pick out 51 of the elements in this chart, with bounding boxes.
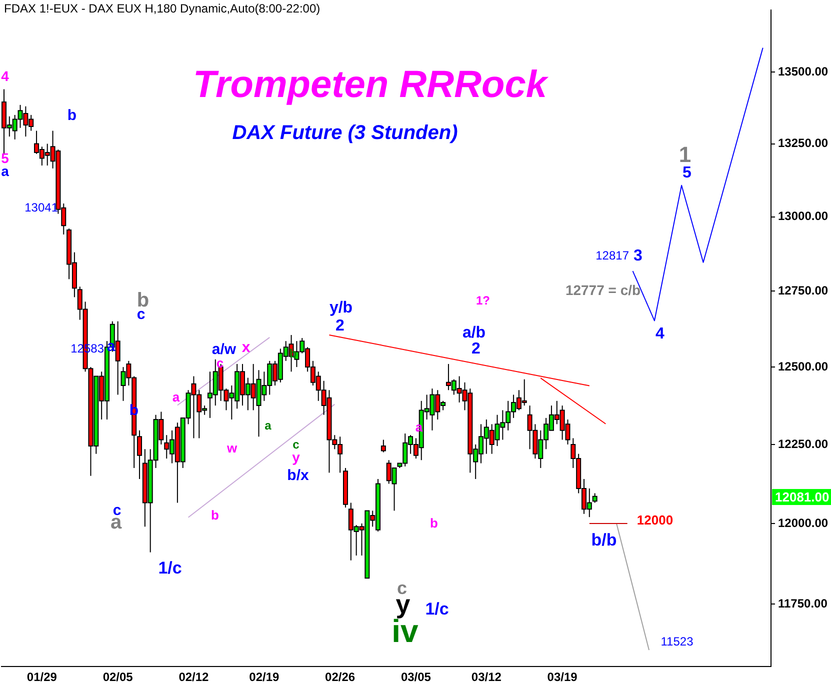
annotation: 1? [476,293,490,308]
x-tick-label: 01/29 [26,670,58,684]
annotation: 1/c [425,600,449,619]
annotation: a/w [212,341,236,358]
y-tick-label: 12250.00 [778,436,828,451]
annotation: c [292,437,300,452]
text: DAX Future (3 Stunden) [232,122,458,144]
annotation: 12777 = c/b [565,282,641,298]
annotation: FDAX 1!-EUX - DAX EUX H,180 Dynamic,Auto(8:00-22:00) [4,1,320,16]
annotation: 4 [1,68,10,84]
x-tick-label: 02/05 [102,670,134,684]
y-tick-label: 12000.00 [778,516,828,530]
annotation: b [67,107,77,124]
annotation: y/b [329,299,353,316]
annotation: 3 [634,247,643,264]
annotation: x [242,339,251,356]
x-tick-label: 03/05 [400,670,432,684]
annotation: a [415,420,424,435]
annotation: a/b [462,324,486,342]
annotation: b [211,508,220,523]
annotation: 1/c [158,558,182,578]
annotation: 11523 [660,634,694,648]
annotation: b/x [287,467,310,484]
annotation: 13041 [24,200,58,214]
annotation: a [106,338,116,356]
annotation: b [430,516,438,531]
x-tick-label: 03/12 [471,670,502,684]
text: Trompeten RRRock [192,64,548,106]
y-tick-label: 11750.00 [778,596,828,610]
y-tick-label: 13500.00 [778,64,828,78]
annotation: b [129,402,139,420]
y-tick-label: 12750.00 [778,283,828,298]
annotation: b/b [591,530,617,550]
annotation: 12817 [596,248,630,262]
annotation: c [396,578,408,598]
annotation: a [172,390,180,405]
annotation: 4 [656,325,665,342]
x-tick-label: 02/19 [249,670,280,684]
annotation: w [226,440,238,456]
x-tick-label: 02/26 [325,670,356,684]
x-tick-label: 02/12 [178,670,210,684]
y-tick-label: 13250.00 [778,136,828,150]
annotation: 12000 [636,512,674,528]
text: 12081.00 [775,490,830,505]
annotation: 2 [336,317,345,334]
x-tick-label: 03/19 [547,670,578,684]
annotation: 2 [472,340,481,358]
annotation: a [264,418,272,432]
annotation: y [292,448,300,465]
y-tick-label: 13000.00 [778,209,828,224]
y-tick-label: 12500.00 [778,359,828,374]
